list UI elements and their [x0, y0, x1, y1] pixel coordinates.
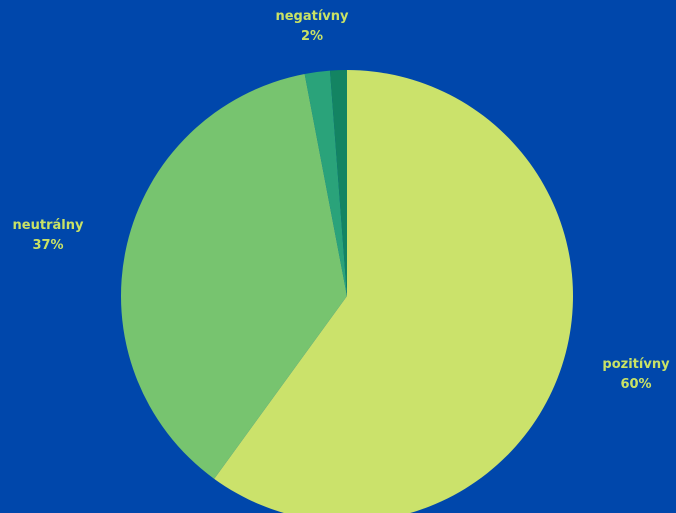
pie-slice-pozitívny [214, 70, 573, 513]
slice-label-negatívny: negatívny 2% [275, 9, 349, 44]
labels-layer: pozitívny 60% neutrálny 37% negatívny 2% [13, 9, 671, 392]
slices-layer [120, 70, 573, 513]
pie-slice-neutrálny [120, 74, 347, 479]
slice-category-label: neutrálny [13, 218, 84, 233]
pie-slice-unlabeled-2 [304, 70, 347, 296]
slice-value-label: 60% [620, 377, 651, 392]
slice-value-label: 37% [32, 238, 63, 253]
slice-category-label: pozitívny [602, 357, 670, 372]
slice-label-neutrálny: neutrálny 37% [13, 218, 84, 253]
pie-slice-negatívny [329, 70, 347, 296]
slice-value-label: 2% [301, 29, 323, 44]
slice-label-pozitívny: pozitívny 60% [602, 357, 670, 392]
slice-category-label: negatívny [275, 9, 349, 24]
